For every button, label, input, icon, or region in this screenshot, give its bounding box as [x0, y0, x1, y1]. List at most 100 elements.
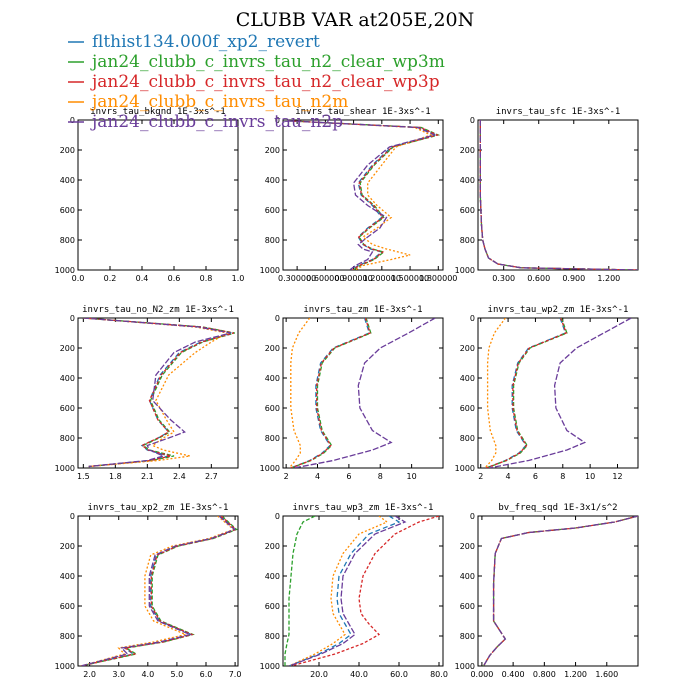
series-line	[83, 318, 230, 468]
y-tick-label: 1000	[455, 464, 475, 473]
panel-5: invrs_tau_wp2_zm 1E-3xs^-1 0 200 400 600 800 1…	[455, 305, 639, 481]
y-tick-label: 600	[460, 404, 475, 413]
series-line	[479, 120, 638, 270]
x-tick-label: 2.0	[83, 670, 96, 679]
y-tick-label: 600	[60, 206, 75, 215]
panel-title: invrs_tau_sfc 1E-3xs^-1	[496, 107, 621, 117]
y-tick-label: 1000	[260, 464, 280, 473]
figure-title: CLUBB VAR at205E,20N	[236, 9, 475, 31]
y-tick-label: 400	[265, 176, 280, 185]
y-tick-label: 600	[460, 602, 475, 611]
y-tick-label: 200	[265, 542, 280, 551]
x-tick-label: 1.800000	[419, 274, 457, 283]
x-tick-label: 7.0	[229, 670, 242, 679]
y-tick-label: 0	[275, 116, 280, 125]
x-tick-label: 20.0	[310, 670, 328, 679]
x-tick-label: 0.8	[200, 274, 213, 283]
x-tick-label: 1.200	[564, 670, 587, 679]
x-tick-label: 0.900	[562, 274, 585, 283]
series-line	[287, 120, 437, 270]
y-tick-label: 200	[60, 542, 75, 551]
legend-entry: jan24_clubb_c_invrs_tau_n2p	[90, 112, 343, 132]
x-tick-label: 80.0	[430, 670, 448, 679]
y-tick-label: 1000	[260, 266, 280, 275]
y-tick-label: 200	[265, 146, 280, 155]
panel-4: invrs_tau_zm 1E-3xs^-1 0 200 400 600 800 1000 2…	[260, 305, 444, 481]
y-tick-label: 200	[265, 344, 280, 353]
y-tick-label: 800	[60, 434, 75, 443]
x-tick-label: 2.7	[205, 472, 218, 481]
plot-frame	[477, 119, 639, 271]
y-tick-label: 0	[70, 512, 75, 521]
panel-title: invrs_tau_shear 1E-3xs^-1	[295, 107, 430, 117]
x-tick-label: 3.0	[112, 670, 125, 679]
series-line	[482, 516, 638, 666]
x-tick-label: 0.000	[470, 670, 493, 679]
series-line	[293, 318, 436, 468]
legend-entry: jan24_clubb_c_invrs_tau_n2m	[90, 92, 348, 112]
series-line	[482, 516, 638, 666]
y-tick-label: 200	[460, 344, 475, 353]
y-tick-label: 600	[265, 206, 280, 215]
series-line	[290, 516, 440, 666]
series-line	[290, 318, 371, 468]
x-tick-label: 0.4	[136, 274, 149, 283]
y-tick-label: 600	[460, 206, 475, 215]
x-tick-label: 8	[378, 472, 383, 481]
plot-frame	[477, 515, 639, 667]
y-tick-label: 600	[60, 602, 75, 611]
series-line	[484, 318, 506, 468]
panel-1: invrs_tau_shear 1E-3xs^-1 0 200 400 600 800 10…	[260, 107, 458, 283]
y-tick-label: 200	[60, 344, 75, 353]
series-line	[288, 516, 407, 666]
legend-entry: jan24_clubb_c_invrs_tau_n2_clear_wp3m	[90, 52, 445, 72]
panel-8: bv_freq_sqd 1E-3x1/s^2020040060080010000…	[455, 503, 639, 679]
panel-title: invrs_tau_wp2_zm 1E-3xs^-1	[488, 305, 629, 315]
panel-title: invrs_tau_zm 1E-3xs^-1	[303, 305, 422, 315]
y-tick-label: 400	[460, 176, 475, 185]
x-tick-label: 0.300	[492, 274, 515, 283]
x-tick-label: 0.0	[72, 274, 85, 283]
legend-entry: flthist134.000f_xp2_revert	[92, 32, 320, 52]
series-line	[288, 516, 389, 666]
legend-entry: jan24_clubb_c_invrs_tau_n2_clear_wp3p	[90, 72, 440, 92]
legend: flthist134.000f_xp2_revertjan24_clubb_c_…	[68, 32, 445, 132]
series-line	[482, 516, 638, 666]
y-tick-label: 800	[265, 236, 280, 245]
series-line	[80, 516, 236, 666]
series-line	[482, 516, 638, 666]
series-line	[479, 120, 638, 270]
x-tick-label: 4	[506, 472, 511, 481]
x-tick-label: 4.0	[141, 670, 154, 679]
plot-frame	[77, 515, 239, 667]
y-tick-label: 600	[60, 404, 75, 413]
series-line	[479, 120, 638, 270]
y-tick-label: 800	[60, 632, 75, 641]
y-tick-label: 200	[460, 542, 475, 551]
panel-7: invrs_tau_wp3_zm 1E-3xs^-1 0 200 400 600 800 1…	[260, 503, 448, 679]
y-tick-label: 200	[460, 146, 475, 155]
x-tick-label: 2.1	[141, 472, 154, 481]
x-tick-label: 0.6	[168, 274, 181, 283]
series-line	[287, 120, 433, 270]
y-tick-label: 400	[265, 572, 280, 581]
series-line	[488, 318, 632, 468]
y-tick-label: 800	[460, 632, 475, 641]
plot-frame	[282, 515, 444, 667]
y-tick-label: 1000	[455, 662, 475, 671]
y-tick-label: 400	[460, 572, 475, 581]
y-tick-label: 400	[265, 374, 280, 383]
series-line	[83, 318, 231, 468]
x-tick-label: 40.0	[350, 670, 368, 679]
x-tick-label: 6.0	[200, 670, 213, 679]
x-tick-label: 1.0	[232, 274, 245, 283]
series-line	[287, 120, 440, 270]
panel-2: invrs_tau_sfc 1E-3xs^-1 0 200 400 600 800 1000…	[455, 107, 639, 283]
plot-frame	[77, 317, 239, 469]
y-tick-label: 1000	[55, 662, 75, 671]
y-tick-label: 0	[275, 314, 280, 323]
y-tick-label: 0	[470, 512, 475, 521]
panel-3: invrs_tau_no_N2_zm 1E-3xs^-1 0 200 400 600 80…	[55, 305, 239, 481]
x-tick-label: 60.0	[390, 670, 408, 679]
x-tick-label: 10	[585, 472, 595, 481]
